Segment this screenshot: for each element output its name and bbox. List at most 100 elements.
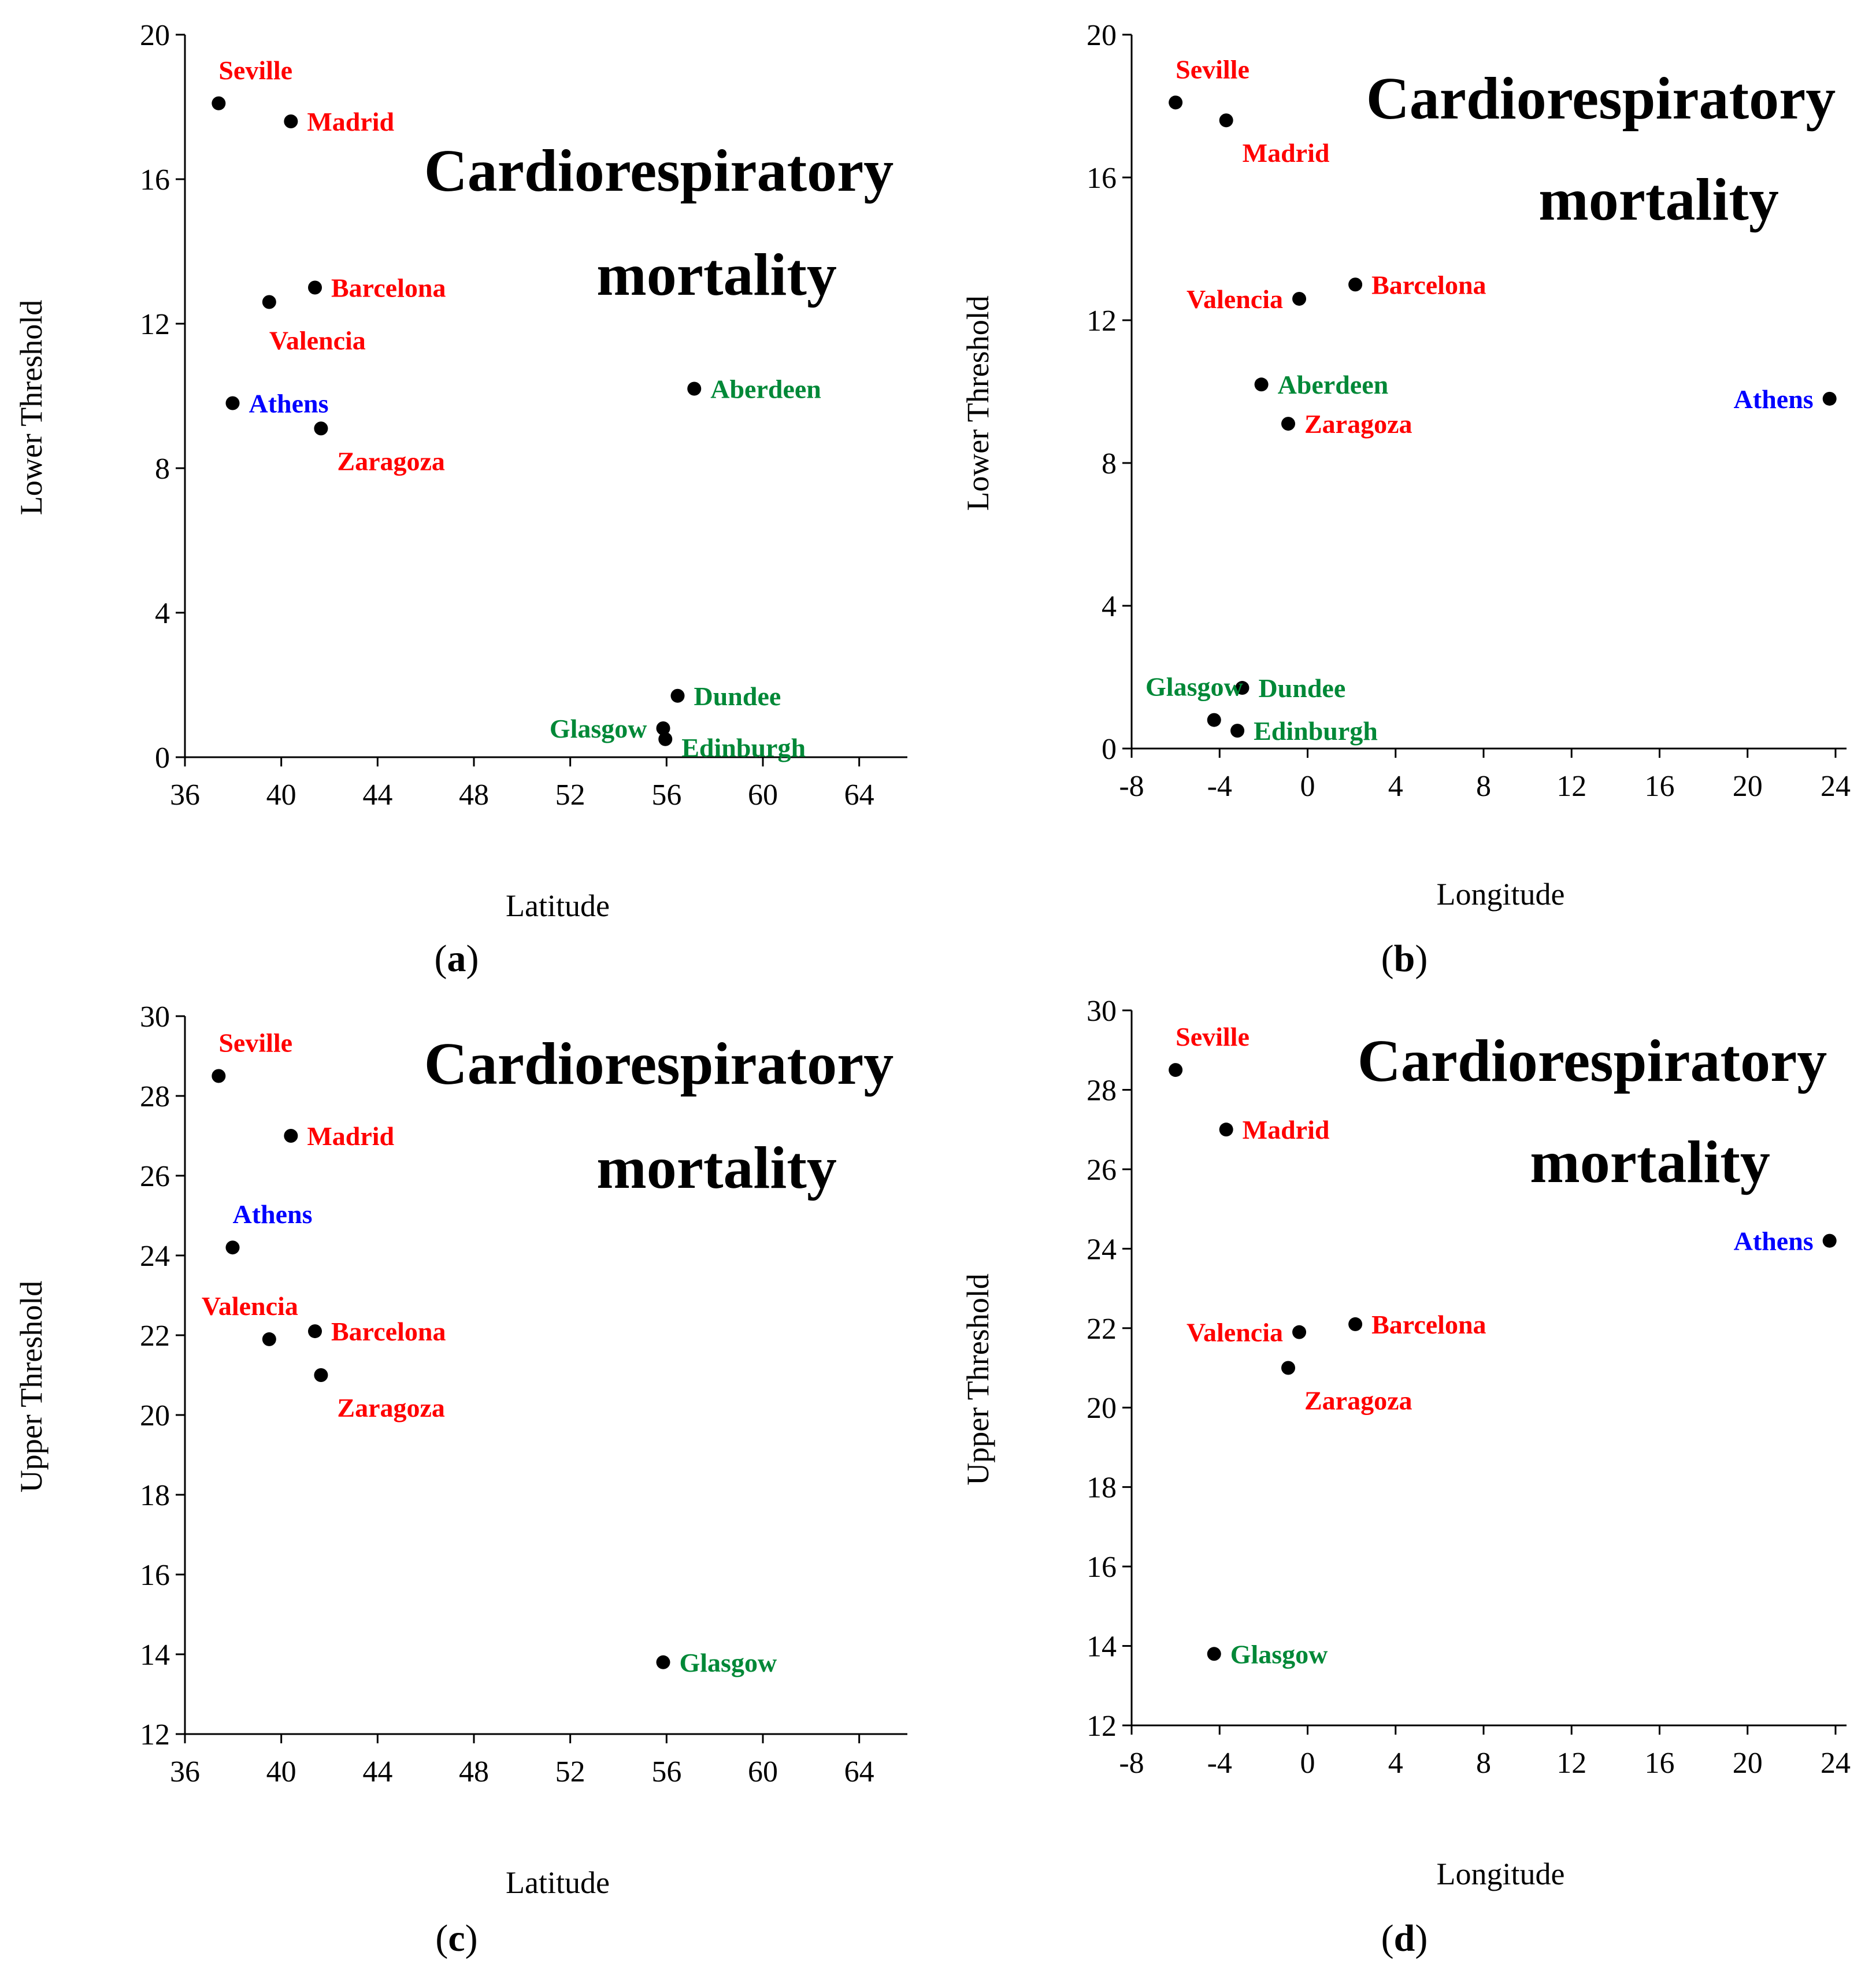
x-tick-label: 60 <box>748 779 778 812</box>
data-point-valencia <box>1292 1325 1307 1339</box>
data-label-seville: Seville <box>218 1028 292 1058</box>
panel-d: -8 -4 0 4 8 12 16 20 24 12 14 16 18 20 22 24 26 28 30 Longi… <box>961 995 1851 1959</box>
y-tick-label: 14 <box>1087 1631 1117 1664</box>
x-tick-label: 12 <box>1556 770 1586 803</box>
chart-title-line-2: mortality <box>596 242 837 308</box>
data-label-zaragoza: Zaragoza <box>337 1393 445 1423</box>
data-point-madrid <box>1219 1123 1233 1137</box>
data-point-barcelona <box>308 1324 322 1339</box>
y-tick-label: 16 <box>140 164 170 197</box>
data-label-edinburgh: Edinburgh <box>1254 716 1378 746</box>
x-tick-label: 56 <box>651 1755 681 1788</box>
data-label-zaragoza: Zaragoza <box>337 446 445 476</box>
data-label-seville: Seville <box>218 55 292 85</box>
y-tick-label: 14 <box>140 1639 170 1672</box>
panel-caption-letter: d <box>1394 1917 1415 1959</box>
y-tick-label: 26 <box>1087 1154 1117 1187</box>
panel-b: -8 -4 0 4 8 12 16 20 24 0 4 8 12 16 20 Longitude Lower T… <box>961 19 1851 980</box>
x-tick-label: -4 <box>1207 1747 1232 1780</box>
x-axis-label: Latitude <box>506 1865 610 1900</box>
data-point-madrid <box>284 114 298 128</box>
chart-title-line-1: Cardiorespiratory <box>424 1031 894 1097</box>
data-point-edinburgh <box>658 732 673 746</box>
chart-title-line-2: mortality <box>1538 166 1779 233</box>
data-label-glasgow: Glasgow <box>550 714 647 743</box>
data-point-seville <box>1169 1063 1183 1077</box>
data-point-seville <box>212 96 226 110</box>
x-tick-label: 36 <box>170 779 200 812</box>
y-axis-label: Lower Threshold <box>961 295 995 510</box>
data-point-glasgow <box>656 1655 670 1669</box>
x-axis-label: Longitude <box>1437 877 1565 912</box>
x-tick-label: 48 <box>459 779 489 812</box>
x-axis-label: Longitude <box>1437 1857 1565 1891</box>
data-point-athens <box>1822 1233 1837 1248</box>
y-tick-label: 30 <box>1087 995 1117 1028</box>
x-tick-label: 36 <box>170 1755 200 1788</box>
x-tick-label: 40 <box>266 1755 296 1788</box>
y-tick-label: 0 <box>1102 733 1117 766</box>
y-tick-label: 20 <box>1087 19 1117 52</box>
y-tick-label: 8 <box>155 453 170 486</box>
data-label-dundee: Dundee <box>1258 673 1345 703</box>
data-point-athens <box>225 396 240 410</box>
data-label-madrid: Madrid <box>307 1121 394 1151</box>
panel-caption-letter: a <box>447 938 466 980</box>
data-label-valencia: Valencia <box>269 326 366 355</box>
data-label-dundee: Dundee <box>694 681 781 711</box>
x-tick-label: 8 <box>1476 770 1491 803</box>
data-label-barcelona: Barcelona <box>1371 270 1486 299</box>
y-tick-label: 8 <box>1102 447 1117 480</box>
y-tick-label: 12 <box>140 308 170 341</box>
data-point-zaragoza <box>1281 1361 1295 1375</box>
x-tick-label: -4 <box>1207 770 1232 803</box>
y-tick-label: 0 <box>155 742 170 775</box>
x-tick-label: 48 <box>459 1755 489 1788</box>
data-label-madrid: Madrid <box>307 107 394 136</box>
x-tick-label: 64 <box>844 1755 874 1788</box>
data-label-athens: Athens <box>233 1199 313 1229</box>
y-tick-label: 22 <box>140 1320 170 1353</box>
y-tick-label: 26 <box>140 1160 170 1193</box>
data-point-madrid <box>284 1129 298 1143</box>
x-axis-label: Latitude <box>506 888 610 923</box>
y-tick-label: 12 <box>1087 305 1117 338</box>
data-point-seville <box>212 1069 226 1083</box>
y-tick-label: 20 <box>140 19 170 52</box>
y-axis-label: Lower Threshold <box>14 300 49 515</box>
data-label-seville: Seville <box>1176 1022 1250 1051</box>
y-tick-label: 16 <box>1087 1551 1117 1584</box>
chart-title-line-2: mortality <box>596 1135 837 1201</box>
panel-caption: (d) <box>1381 1917 1428 1959</box>
x-tick-label: 40 <box>266 779 296 812</box>
y-tick-label: 30 <box>140 1001 170 1033</box>
data-label-athens: Athens <box>249 389 329 418</box>
x-tick-label: 16 <box>1644 770 1674 803</box>
panel-caption: (a) <box>435 938 479 980</box>
data-label-glasgow: Glasgow <box>1145 672 1243 702</box>
x-tick-label: 44 <box>362 1755 392 1788</box>
data-point-aberdeen <box>1254 377 1269 392</box>
data-point-edinburgh <box>1230 724 1245 738</box>
panel-caption-letter: c <box>448 1917 465 1959</box>
panel-c: 36 40 44 48 52 56 60 64 12 14 16 18 20 22 24 26 28 30 Lati… <box>14 1001 907 1959</box>
panel-caption-letter: b <box>1394 938 1415 980</box>
x-tick-label: 0 <box>1300 1747 1315 1780</box>
data-label-glasgow: Glasgow <box>680 1648 777 1677</box>
data-label-valencia: Valencia <box>1187 1318 1283 1347</box>
x-tick-label: 52 <box>555 1755 585 1788</box>
data-point-barcelona <box>1348 1317 1363 1331</box>
y-tick-label: 18 <box>1087 1472 1117 1505</box>
data-point-glasgow <box>656 721 670 735</box>
x-tick-label: -8 <box>1119 1747 1144 1780</box>
data-label-seville: Seville <box>1176 54 1250 84</box>
data-label-barcelona: Barcelona <box>331 273 446 303</box>
y-tick-label: 20 <box>1087 1392 1117 1425</box>
data-label-barcelona: Barcelona <box>1371 1310 1486 1339</box>
y-tick-label: 24 <box>140 1240 170 1273</box>
data-label-zaragoza: Zaragoza <box>1304 1386 1412 1416</box>
data-point-zaragoza <box>314 1368 328 1382</box>
data-label-aberdeen: Aberdeen <box>1278 370 1389 399</box>
